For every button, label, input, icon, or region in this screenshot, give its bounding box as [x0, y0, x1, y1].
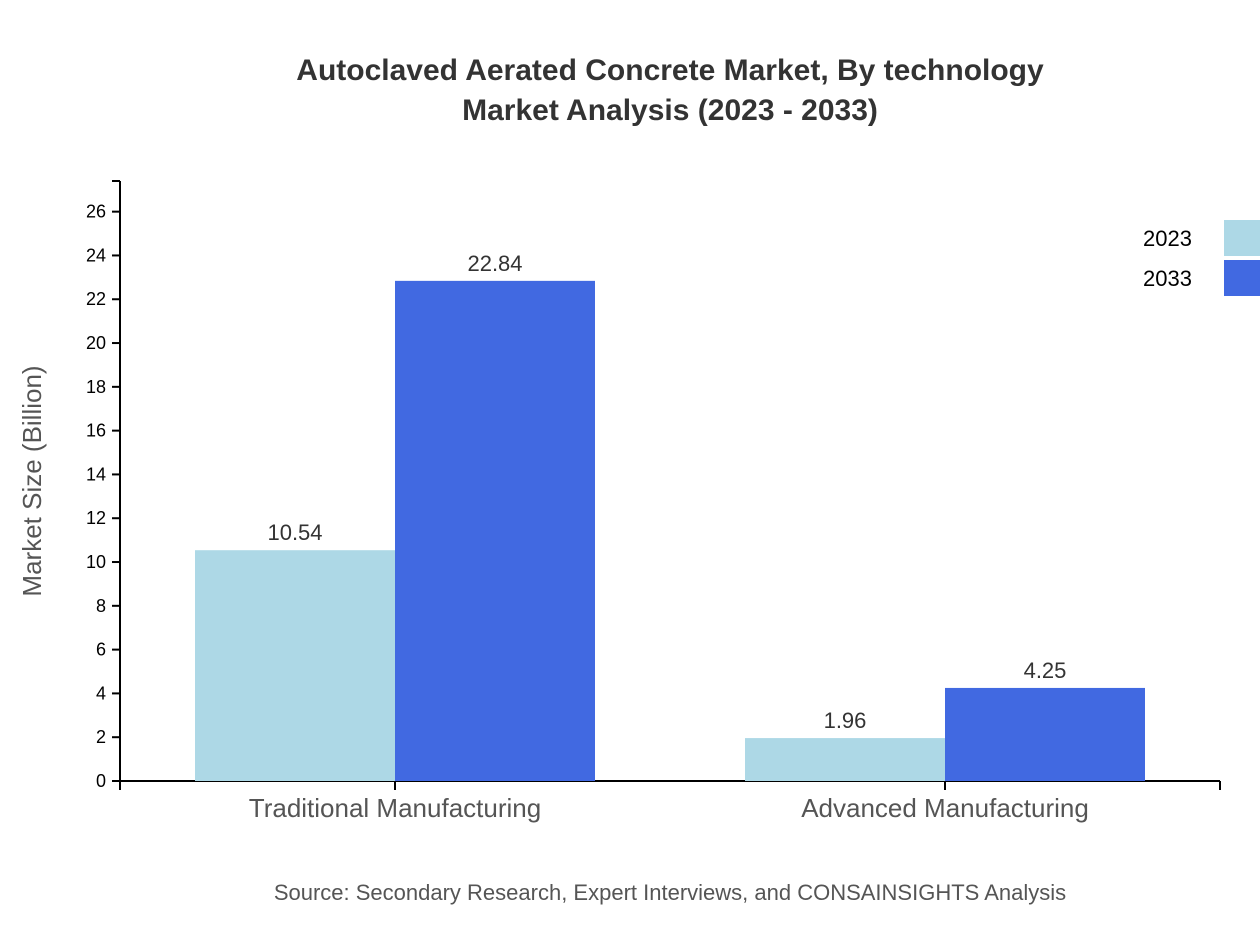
y-tick-label: 26	[86, 202, 106, 222]
y-tick-label: 12	[86, 508, 106, 528]
y-tick-label: 16	[86, 421, 106, 441]
data-label: 10.54	[267, 520, 322, 545]
chart-subtitle: Market Analysis (2023 - 2033)	[462, 94, 878, 127]
bar-2023	[195, 550, 395, 781]
legend-label: 2033	[1143, 266, 1192, 291]
y-tick-label: 0	[96, 771, 106, 791]
bar-2033	[395, 280, 595, 781]
x-tick-label: Traditional Manufacturing	[249, 793, 541, 823]
y-tick-label: 20	[86, 333, 106, 353]
legend-swatch	[1224, 260, 1260, 296]
bar-2023	[745, 738, 945, 781]
source-note: Source: Secondary Research, Expert Inter…	[274, 880, 1066, 905]
data-label: 1.96	[824, 708, 867, 733]
y-tick-label: 10	[86, 552, 106, 572]
x-tick-label: Advanced Manufacturing	[801, 793, 1089, 823]
legend-swatch	[1224, 220, 1260, 256]
legend-label: 2023	[1143, 226, 1192, 251]
y-tick-label: 18	[86, 377, 106, 397]
data-label: 4.25	[1024, 658, 1067, 683]
y-tick-label: 8	[96, 596, 106, 616]
y-axis-label: Market Size (Billion)	[17, 365, 47, 596]
data-label: 22.84	[467, 251, 522, 276]
y-tick-label: 6	[96, 640, 106, 660]
y-tick-label: 4	[96, 683, 106, 703]
y-tick-label: 22	[86, 289, 106, 309]
chart-title: Autoclaved Aerated Concrete Market, By t…	[296, 54, 1044, 87]
y-tick-label: 24	[86, 245, 106, 265]
y-tick-label: 14	[86, 464, 106, 484]
bar-2033	[945, 687, 1145, 781]
y-tick-label: 2	[96, 727, 106, 747]
